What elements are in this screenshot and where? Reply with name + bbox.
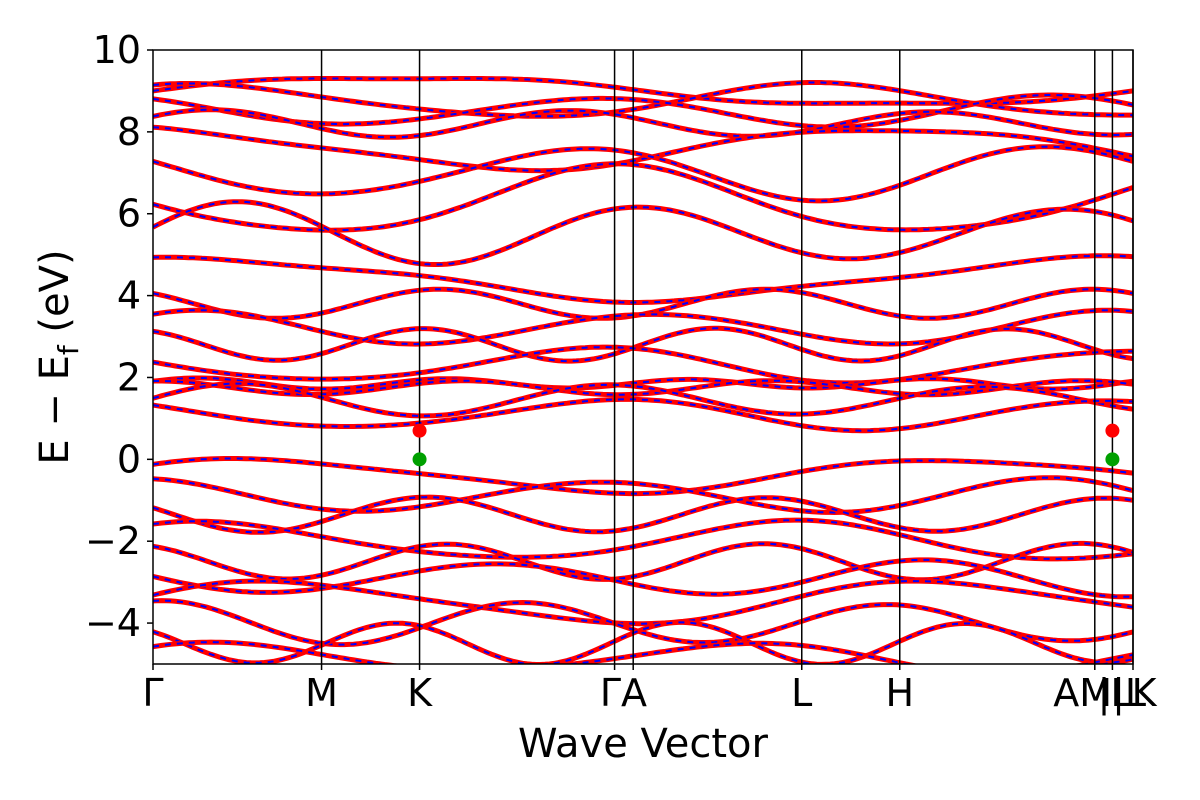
y-axis-label-unit: (eV)	[32, 249, 78, 345]
band-line-red-5	[153, 144, 1133, 204]
x-tick-label-6: AM|L	[1053, 671, 1146, 716]
y-tick-label-0: −4	[85, 601, 141, 645]
band-line-blue-13	[153, 377, 1133, 391]
y-tick-label-5: 6	[117, 192, 141, 236]
x-tick-label-0: Γ	[142, 671, 163, 715]
band-line-blue-25	[153, 621, 1133, 664]
x-tick-label-3: ΓA	[600, 671, 647, 715]
band-line-blue-22	[153, 558, 1133, 598]
band-line-blue-17	[153, 457, 1133, 495]
band-line-blue-16	[153, 398, 1133, 432]
band-line-red-17	[153, 456, 1133, 497]
bands-layer	[153, 76, 1133, 664]
y-tick-label-2: 0	[117, 437, 141, 481]
band-line-red-6	[153, 161, 1133, 233]
band-line-blue-8	[153, 254, 1133, 304]
y-axis-label-main: E − E	[32, 355, 78, 465]
x-tick-label-2: K	[407, 671, 433, 715]
band-line-red-26	[153, 639, 1133, 664]
band-edge-point-1	[1105, 423, 1120, 438]
band-line-blue-12	[153, 346, 1133, 384]
band-line-blue-9	[153, 288, 1133, 320]
y-tick-label-6: 8	[117, 110, 141, 154]
x-tick-label-5: H	[885, 671, 914, 715]
band-edge-point-3	[1105, 452, 1120, 467]
band-line-red-7	[153, 199, 1133, 267]
band-line-blue-11	[153, 327, 1133, 363]
y-axis-label: E − Ef (eV)	[32, 249, 85, 464]
x-axis-ticks: Γ M K ΓA L H AM|L|LK	[142, 664, 1158, 716]
band-line-red-25	[153, 619, 1133, 664]
x-axis-label: Wave Vector	[518, 721, 769, 767]
band-line-blue-23	[153, 580, 1133, 625]
band-line-red-16	[153, 396, 1133, 434]
band-line-blue-6	[153, 162, 1133, 232]
x-tick-label-7: |LK	[1098, 671, 1158, 716]
band-line-blue-26	[153, 641, 1133, 664]
band-line-blue-15	[153, 382, 1133, 417]
band-line-blue-7	[153, 200, 1133, 266]
y-tick-label-4: 4	[117, 274, 141, 318]
y-axis-label-subscript: f	[52, 344, 85, 355]
x-tick-label-1: M	[305, 671, 338, 715]
band-line-blue-4	[153, 126, 1133, 172]
band-edge-markers	[412, 423, 1120, 467]
band-line-blue-21	[153, 542, 1133, 581]
band-line-blue-3	[153, 108, 1133, 139]
band-line-red-8	[153, 253, 1133, 305]
y-axis-ticks: −4 −2 0 2 4 6 8 10	[85, 28, 153, 645]
y-tick-label-1: −2	[85, 519, 141, 563]
band-edge-point-0	[412, 423, 427, 438]
band-line-blue-24	[153, 599, 1133, 646]
band-line-red-19	[153, 494, 1133, 535]
x-tick-label-4: L	[791, 671, 812, 715]
plot-frame	[152, 49, 1134, 665]
band-line-blue-20	[153, 519, 1133, 560]
band-line-blue-18	[153, 476, 1133, 514]
band-line-blue-1	[153, 81, 1133, 118]
band-line-blue-2	[153, 94, 1133, 128]
band-edge-point-2	[412, 452, 427, 467]
y-tick-label-3: 2	[117, 355, 141, 399]
band-line-blue-14	[153, 379, 1133, 396]
y-tick-label-7: 10	[93, 28, 141, 72]
band-line-blue-10	[153, 309, 1133, 346]
